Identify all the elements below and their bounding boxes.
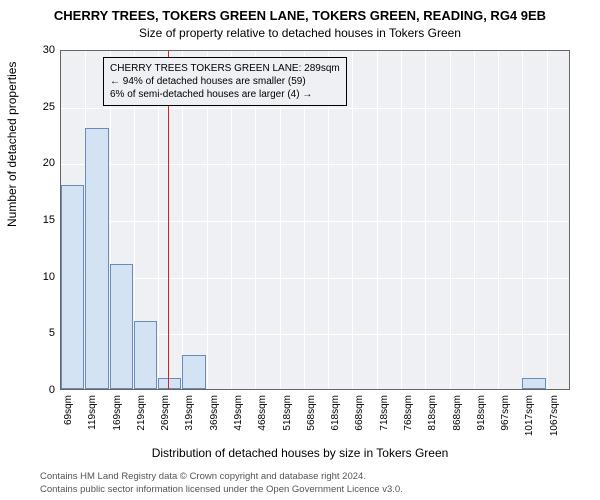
y-tick-label: 0: [49, 384, 55, 396]
x-tick-label: 568sqm: [306, 395, 317, 445]
x-tick-label: 818sqm: [427, 395, 438, 445]
x-tick-label: 419sqm: [233, 395, 244, 445]
gridline-horizontal: [61, 108, 569, 109]
x-tick-label: 718sqm: [379, 395, 390, 445]
x-tick-label: 768sqm: [403, 395, 414, 445]
x-tick-label: 468sqm: [257, 395, 268, 445]
x-tick-label: 369sqm: [209, 395, 220, 445]
y-axis-label: Number of detached properties: [5, 62, 19, 227]
x-tick-label: 668sqm: [354, 395, 365, 445]
gridline-vertical: [450, 51, 451, 389]
gridline-vertical: [498, 51, 499, 389]
histogram-bar: [61, 185, 84, 389]
gridline-vertical: [522, 51, 523, 389]
gridline-horizontal: [61, 278, 569, 279]
y-tick-label: 25: [43, 101, 55, 113]
gridline-horizontal: [61, 221, 569, 222]
x-tick-label: 219sqm: [136, 395, 147, 445]
annotation-line-3: 6% of semi-detached houses are larger (4…: [110, 88, 340, 101]
chart-title-main: CHERRY TREES, TOKERS GREEN LANE, TOKERS …: [0, 8, 600, 23]
x-tick-label: 1017sqm: [524, 395, 535, 445]
x-tick-label: 119sqm: [87, 395, 98, 445]
gridline-vertical: [377, 51, 378, 389]
x-tick-label: 169sqm: [112, 395, 123, 445]
x-tick-label: 1067sqm: [549, 395, 560, 445]
histogram-bar: [182, 355, 205, 389]
y-tick-label: 5: [49, 327, 55, 339]
gridline-vertical: [352, 51, 353, 389]
gridline-horizontal: [61, 164, 569, 165]
histogram-bar: [158, 378, 181, 389]
x-axis-label: Distribution of detached houses by size …: [0, 446, 600, 460]
x-tick-label: 618sqm: [330, 395, 341, 445]
histogram-bar: [110, 264, 133, 389]
x-tick-label: 868sqm: [452, 395, 463, 445]
gridline-vertical: [401, 51, 402, 389]
x-tick-label: 918sqm: [476, 395, 487, 445]
x-tick-label: 319sqm: [184, 395, 195, 445]
y-tick-label: 15: [43, 214, 55, 226]
annotation-box: CHERRY TREES TOKERS GREEN LANE: 289sqm ←…: [103, 57, 347, 106]
chart-title-sub: Size of property relative to detached ho…: [0, 26, 600, 40]
histogram-bar: [522, 378, 545, 389]
footer-line-2: Contains public sector information licen…: [40, 484, 590, 495]
gridline-vertical: [474, 51, 475, 389]
annotation-line-1: CHERRY TREES TOKERS GREEN LANE: 289sqm: [110, 62, 340, 75]
x-tick-label: 518sqm: [282, 395, 293, 445]
x-tick-label: 69sqm: [63, 395, 74, 445]
y-tick-label: 30: [43, 44, 55, 56]
x-tick-label: 967sqm: [500, 395, 511, 445]
histogram-bar: [134, 321, 157, 389]
y-tick-label: 20: [43, 157, 55, 169]
annotation-line-2: ← 94% of detached houses are smaller (59…: [110, 75, 340, 88]
histogram-bar: [85, 128, 108, 389]
footer-line-1: Contains HM Land Registry data © Crown c…: [40, 471, 590, 482]
gridline-vertical: [547, 51, 548, 389]
chart-container: CHERRY TREES, TOKERS GREEN LANE, TOKERS …: [0, 0, 600, 500]
x-tick-label: 269sqm: [160, 395, 171, 445]
plot-area: CHERRY TREES TOKERS GREEN LANE: 289sqm ←…: [60, 50, 570, 390]
gridline-vertical: [425, 51, 426, 389]
y-tick-label: 10: [43, 271, 55, 283]
